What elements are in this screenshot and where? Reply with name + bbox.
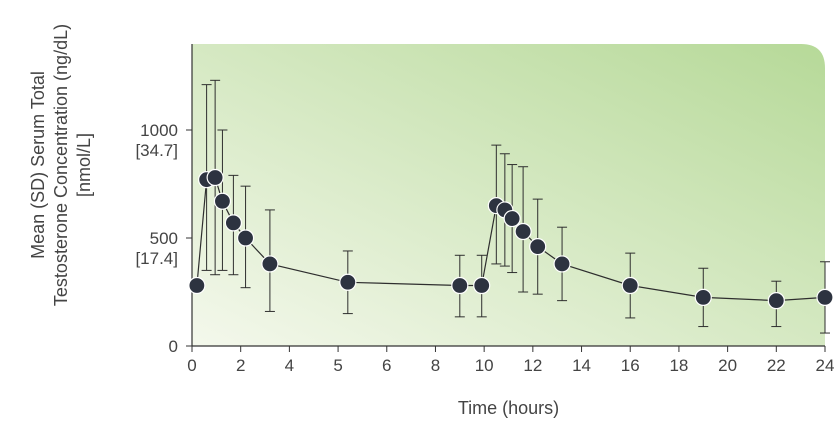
data-point (451, 276, 469, 295)
data-point (206, 168, 224, 187)
plot-area (192, 44, 825, 346)
data-point (529, 238, 547, 256)
data-point (224, 214, 242, 232)
x-tick-label: 0 (187, 356, 196, 375)
x-tick-label: 10 (475, 356, 494, 375)
x-tick-label: 24 (816, 356, 835, 375)
data-point (816, 288, 834, 306)
x-tick-label: 20 (718, 356, 737, 375)
data-point (514, 222, 532, 241)
data-point (236, 229, 255, 247)
x-tick-label: 8 (431, 356, 440, 375)
axes (191, 44, 825, 347)
y-tick-sublabel: [34.7] (135, 141, 178, 160)
x-axis-ticks: 0 2 4 5 6 8 10 12 14 16 18 20 22 24 (187, 346, 834, 375)
x-tick-label: 2 (236, 356, 245, 375)
data-point (213, 192, 232, 210)
y-axis-title-line: Testosterone Concentration (ng/dL) (51, 24, 71, 306)
markers (188, 168, 834, 310)
x-axis-title: Time (hours) (458, 398, 559, 418)
data-point (261, 255, 279, 273)
y-tick-label: 500 (150, 229, 178, 248)
data-point (767, 292, 785, 310)
y-tick-label: 1000 (140, 121, 178, 140)
data-point (694, 288, 712, 306)
y-axis-title-line: [nmol/L] (74, 133, 94, 197)
data-point (553, 255, 571, 273)
error-bars (201, 79, 830, 334)
y-tick-sublabel: [17.4] (135, 249, 178, 268)
data-point (503, 209, 521, 228)
data-point (473, 276, 491, 295)
data-point (188, 276, 206, 295)
y-axis-title: Mean (SD) Serum Total Testosterone Concen… (28, 24, 94, 306)
y-axis-ticks: 0 500[17.4] 1000[34.7] (135, 121, 192, 356)
x-tick-label: 4 (285, 356, 294, 375)
x-tick-label: 18 (669, 356, 688, 375)
x-tick-label: 6 (382, 356, 391, 375)
x-tick-label: 14 (572, 356, 591, 375)
x-tick-label: 22 (767, 356, 786, 375)
x-tick-label: 5 (333, 356, 342, 375)
series-layer (188, 79, 834, 334)
y-axis-title-line: Mean (SD) Serum Total (28, 71, 48, 259)
x-tick-label: 12 (523, 356, 542, 375)
data-point (339, 273, 357, 291)
x-tick-label: 16 (621, 356, 640, 375)
data-point (621, 276, 639, 295)
y-tick-label: 0 (169, 337, 178, 356)
